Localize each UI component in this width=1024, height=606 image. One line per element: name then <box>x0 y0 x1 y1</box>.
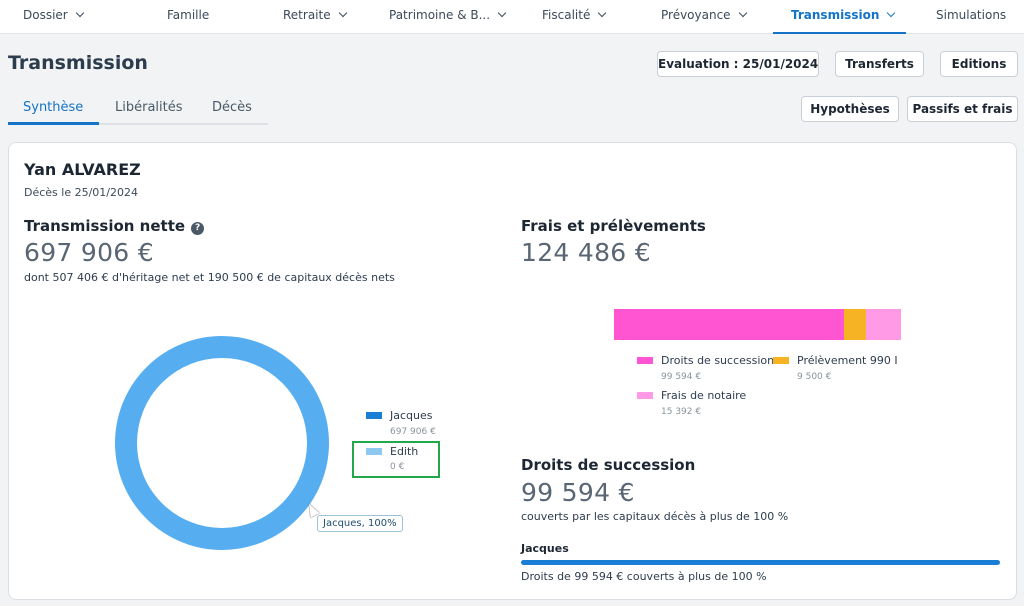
legend-label-edith[interactable]: Edith <box>390 445 419 458</box>
droits-title: Droits de succession <box>521 456 696 474</box>
heir-name: Jacques <box>521 542 569 555</box>
deces-date: Décès le 25/01/2024 <box>24 186 139 199</box>
frais-amount: 124 486 € <box>521 238 651 267</box>
nav-famille[interactable]: Famille <box>167 8 210 22</box>
tabs-baseline <box>8 123 268 125</box>
legend-label-prelevement[interactable]: Prélèvement 990 I <box>797 354 898 367</box>
bar-segment-notaire[interactable] <box>865 309 901 340</box>
chevron-down-icon <box>598 8 607 18</box>
top-navigation: Dossier Famille Retraite Patrimoine & B.… <box>0 0 1024 34</box>
nav-active-indicator <box>773 32 906 34</box>
transferts-button[interactable]: Transferts <box>835 51 924 77</box>
tab-deces[interactable]: Décès <box>212 100 252 115</box>
transmission-donut-chart <box>115 336 329 550</box>
nav-fiscalite[interactable]: Fiscalité <box>542 0 607 34</box>
chevron-down-icon <box>887 8 896 18</box>
hypotheses-button[interactable]: Hypothèses <box>801 96 899 122</box>
legend-swatch-notaire <box>637 392 653 399</box>
legend-value-prelevement: 9 500 € <box>797 372 832 382</box>
coverage-progress-fill <box>521 560 1000 565</box>
transmission-nette-label: Transmission nette <box>24 217 186 235</box>
nav-transmission[interactable]: Transmission <box>791 0 896 34</box>
transmission-nette-desc: dont 507 406 € d'héritage net et 190 500… <box>24 271 395 284</box>
passifs-frais-button[interactable]: Passifs et frais <box>907 96 1018 122</box>
nav-patrimoine[interactable]: Patrimoine & B... <box>389 0 507 34</box>
droits-amount: 99 594 € <box>521 478 635 507</box>
legend-swatch-jacques <box>366 412 382 419</box>
tab-active-indicator <box>8 122 99 125</box>
legend-label-droits[interactable]: Droits de succession <box>661 354 775 367</box>
editions-button[interactable]: Editions <box>940 51 1018 77</box>
chevron-down-icon <box>338 8 347 18</box>
legend-label-notaire[interactable]: Frais de notaire <box>661 389 747 402</box>
legend-swatch-prelevement <box>773 357 789 364</box>
edith-highlight-box <box>352 441 440 478</box>
page-title: Transmission <box>8 52 148 74</box>
legend-value-notaire: 15 392 € <box>661 407 702 417</box>
transmission-nette-amount: 697 906 € <box>24 238 154 267</box>
transmission-nette-title: Transmission nette? <box>24 217 205 236</box>
nav-dossier[interactable]: Dossier <box>23 0 84 34</box>
legend-value-jacques: 697 906 € <box>390 427 436 437</box>
nav-simulations[interactable]: Simulations <box>936 8 1007 22</box>
person-name: Yan ALVAREZ <box>24 160 141 179</box>
legend-value-droits: 99 594 € <box>661 372 702 382</box>
heir-coverage-desc: Droits de 99 594 € couverts à plus de 10… <box>521 570 767 583</box>
chevron-down-icon <box>75 8 84 18</box>
legend-swatch-droits <box>637 357 653 364</box>
coverage-progress <box>521 560 1000 565</box>
frais-title: Frais et prélèvements <box>521 217 706 235</box>
legend-label-jacques[interactable]: Jacques <box>390 409 433 422</box>
nav-retraite[interactable]: Retraite <box>283 0 347 34</box>
bar-segment-droits[interactable] <box>614 309 844 340</box>
legend-value-edith: 0 € <box>390 462 405 472</box>
tab-liberalites[interactable]: Libéralités <box>115 100 183 115</box>
help-icon[interactable]: ? <box>191 222 205 235</box>
legend-swatch-edith <box>366 448 382 455</box>
donut-tooltip: Jacques, 100% <box>317 515 403 532</box>
nav-prevoyance[interactable]: Prévoyance <box>661 0 747 34</box>
tab-synthese[interactable]: Synthèse <box>23 100 84 115</box>
chevron-down-icon <box>497 8 507 18</box>
bar-segment-prelevement[interactable] <box>843 309 866 340</box>
donut-segment-jacques[interactable] <box>115 336 329 550</box>
droits-desc: couverts par les capitaux décès à plus d… <box>521 510 789 523</box>
evaluation-button[interactable]: Evaluation : 25/01/2024 <box>657 51 819 77</box>
chevron-down-icon <box>738 8 747 18</box>
